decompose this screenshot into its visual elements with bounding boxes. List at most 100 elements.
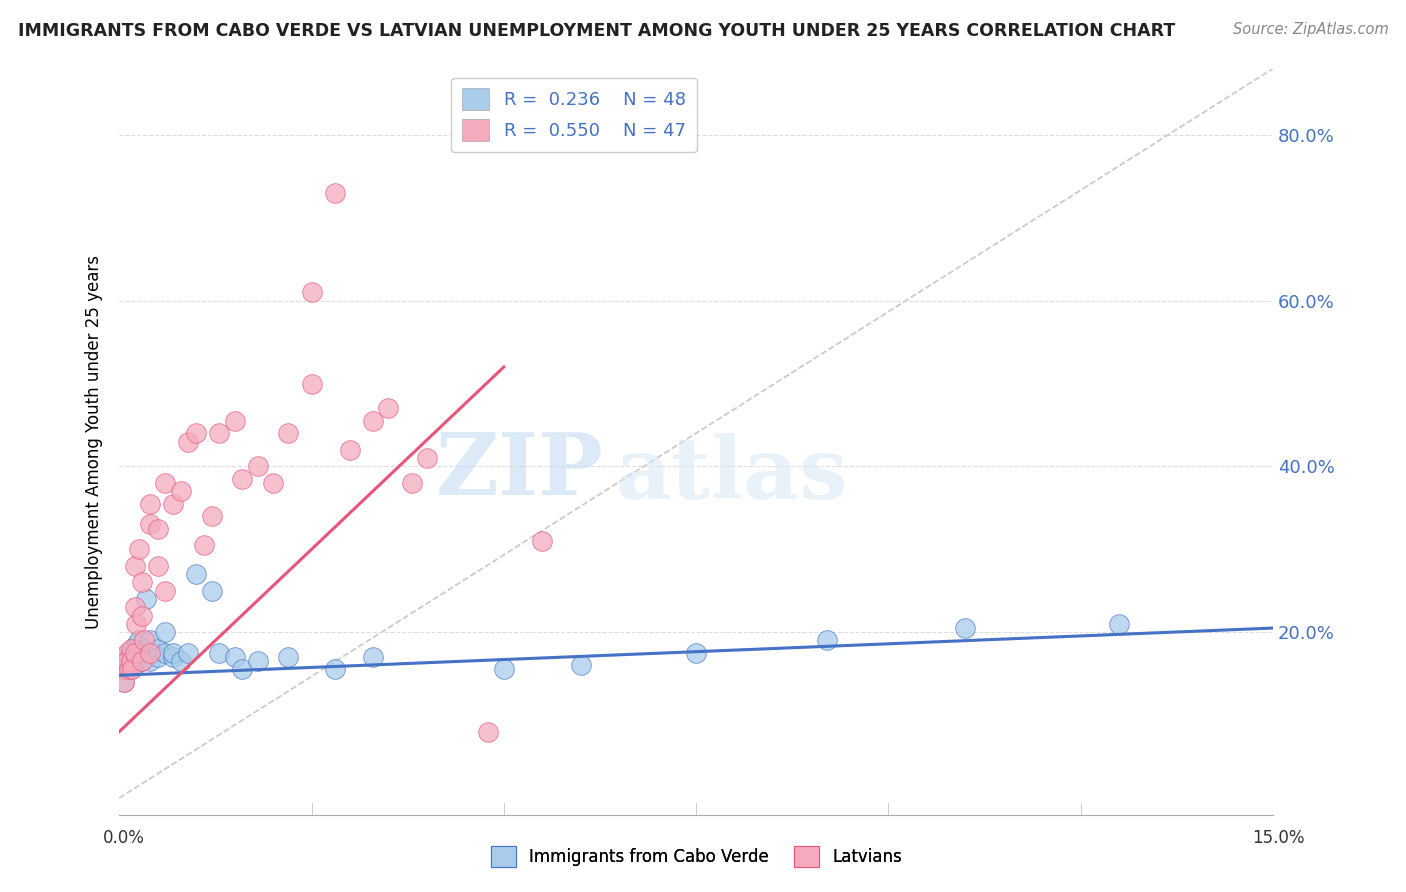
Point xyxy=(122,641,145,656)
Point xyxy=(120,641,142,656)
Point xyxy=(124,600,146,615)
Point xyxy=(301,285,323,300)
Point xyxy=(569,658,592,673)
Point xyxy=(170,484,193,499)
Point xyxy=(131,646,153,660)
Point xyxy=(124,646,146,660)
Point xyxy=(124,658,146,673)
Point xyxy=(132,641,155,656)
Point xyxy=(118,650,141,665)
Point xyxy=(131,654,153,668)
Legend: Immigrants from Cabo Verde, Latvians: Immigrants from Cabo Verde, Latvians xyxy=(484,839,908,873)
Point xyxy=(112,674,135,689)
Point xyxy=(117,663,139,677)
Point xyxy=(531,534,554,549)
Text: atlas: atlas xyxy=(616,434,848,517)
Point xyxy=(401,475,423,490)
Point xyxy=(131,575,153,590)
Point xyxy=(115,663,138,677)
Point xyxy=(139,646,162,660)
Point xyxy=(114,650,136,665)
Point xyxy=(124,654,146,668)
Text: 0.0%: 0.0% xyxy=(103,829,145,847)
Point xyxy=(117,654,139,668)
Point xyxy=(162,646,184,660)
Point xyxy=(377,401,399,416)
Point xyxy=(186,426,208,441)
Point xyxy=(361,650,384,665)
Text: ZIP: ZIP xyxy=(436,429,603,514)
Text: IMMIGRANTS FROM CABO VERDE VS LATVIAN UNEMPLOYMENT AMONG YOUTH UNDER 25 YEARS CO: IMMIGRANTS FROM CABO VERDE VS LATVIAN UN… xyxy=(18,22,1175,40)
Point xyxy=(477,724,499,739)
Point xyxy=(162,650,184,665)
Point xyxy=(685,646,707,660)
Point xyxy=(177,434,200,449)
Point xyxy=(277,426,299,441)
Point xyxy=(186,567,208,582)
Point xyxy=(146,558,169,573)
Point xyxy=(110,658,132,673)
Point xyxy=(200,583,222,598)
Point xyxy=(177,646,200,660)
Point xyxy=(139,497,162,511)
Point xyxy=(121,658,143,673)
Point xyxy=(139,633,162,648)
Point xyxy=(131,654,153,668)
Point xyxy=(131,646,153,660)
Point xyxy=(120,654,142,668)
Point xyxy=(323,663,346,677)
Point xyxy=(125,638,148,652)
Point xyxy=(124,558,146,573)
Point xyxy=(125,616,148,631)
Point xyxy=(112,674,135,689)
Point xyxy=(208,426,231,441)
Point xyxy=(246,654,269,668)
Y-axis label: Unemployment Among Youth under 25 years: Unemployment Among Youth under 25 years xyxy=(86,254,103,629)
Point xyxy=(120,663,142,677)
Point xyxy=(146,641,169,656)
Point xyxy=(208,646,231,660)
Point xyxy=(1108,616,1130,631)
Point xyxy=(128,633,150,648)
Point xyxy=(155,625,177,640)
Point xyxy=(112,658,135,673)
Point xyxy=(170,654,193,668)
Point xyxy=(193,538,215,552)
Point xyxy=(416,451,439,466)
Point xyxy=(124,646,146,660)
Text: Source: ZipAtlas.com: Source: ZipAtlas.com xyxy=(1233,22,1389,37)
Point xyxy=(146,650,169,665)
Point xyxy=(815,633,838,648)
Point xyxy=(115,646,138,660)
Point xyxy=(339,442,361,457)
Point xyxy=(231,663,253,677)
Point xyxy=(200,509,222,524)
Point xyxy=(224,650,246,665)
Point xyxy=(110,663,132,677)
Point xyxy=(301,376,323,391)
Point xyxy=(277,650,299,665)
Point xyxy=(139,654,162,668)
Point xyxy=(492,663,515,677)
Point xyxy=(231,472,253,486)
Text: 15.0%: 15.0% xyxy=(1253,829,1305,847)
Point xyxy=(155,583,177,598)
Point xyxy=(139,517,162,532)
Point xyxy=(132,633,155,648)
Point xyxy=(955,621,977,635)
Point xyxy=(131,608,153,623)
Point xyxy=(135,592,157,607)
Point xyxy=(125,650,148,665)
Point xyxy=(128,542,150,557)
Point xyxy=(224,414,246,428)
Point xyxy=(121,663,143,677)
Point xyxy=(361,414,384,428)
Point xyxy=(146,522,169,536)
Point xyxy=(155,646,177,660)
Point xyxy=(262,475,284,490)
Point xyxy=(162,497,184,511)
Point xyxy=(246,459,269,474)
Point xyxy=(112,663,135,677)
Point xyxy=(155,475,177,490)
Point xyxy=(128,654,150,668)
